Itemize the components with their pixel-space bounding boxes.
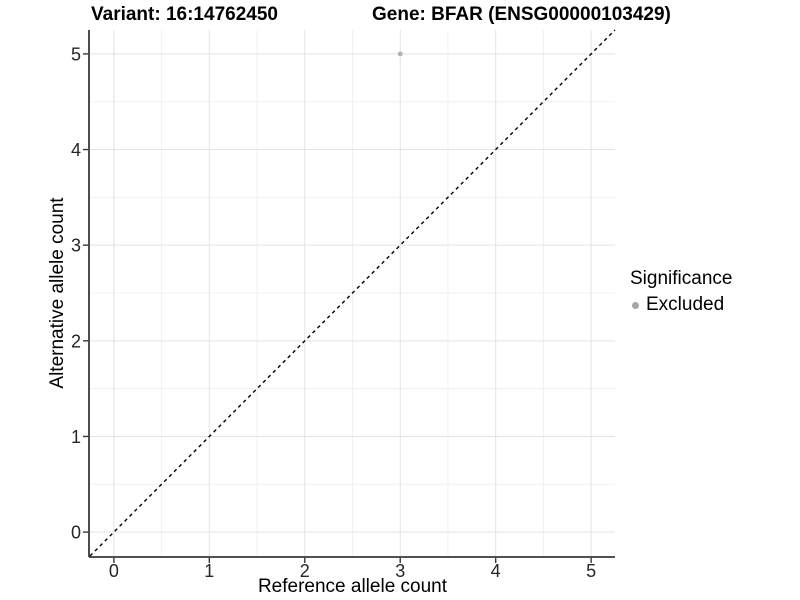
tick-label: 2 <box>71 331 81 351</box>
tick-label: 1 <box>204 561 214 581</box>
tick-label: 2 <box>300 561 310 581</box>
tick-labels: 0 1 2 3 4 5 0 1 2 3 4 5 <box>71 44 596 581</box>
tick-label: 5 <box>71 44 81 64</box>
legend-key-label: Excluded <box>646 294 725 315</box>
tick-label: 1 <box>71 427 81 447</box>
tick-label: 0 <box>109 561 119 581</box>
tick-label: 3 <box>71 236 81 256</box>
tick-label: 3 <box>395 561 405 581</box>
identity-dashed-line <box>89 29 616 557</box>
tick-label: 0 <box>71 523 81 543</box>
legend-item-excluded: Excluded <box>630 294 732 316</box>
data-points <box>397 51 403 57</box>
legend-title: Significance <box>630 268 733 289</box>
tick-label: 4 <box>71 140 81 160</box>
grid-minor <box>90 30 615 556</box>
y-axis-title: Alternative allele count <box>47 197 68 389</box>
legend-key-dot-icon <box>632 301 639 309</box>
data-point <box>397 51 403 57</box>
x-axis-title: Reference allele count <box>257 576 448 597</box>
tick-label: 4 <box>491 561 501 581</box>
plot-title-variant: Variant: 16:14762450 <box>91 4 278 25</box>
axis-ticks <box>83 53 592 563</box>
axis-lines <box>88 30 615 558</box>
legend: Significance Excluded <box>630 268 732 316</box>
tick-label: 5 <box>586 561 596 581</box>
grid-major <box>90 30 615 556</box>
plot-title-gene: Gene: BFAR (ENSG00000103429) <box>372 4 671 25</box>
